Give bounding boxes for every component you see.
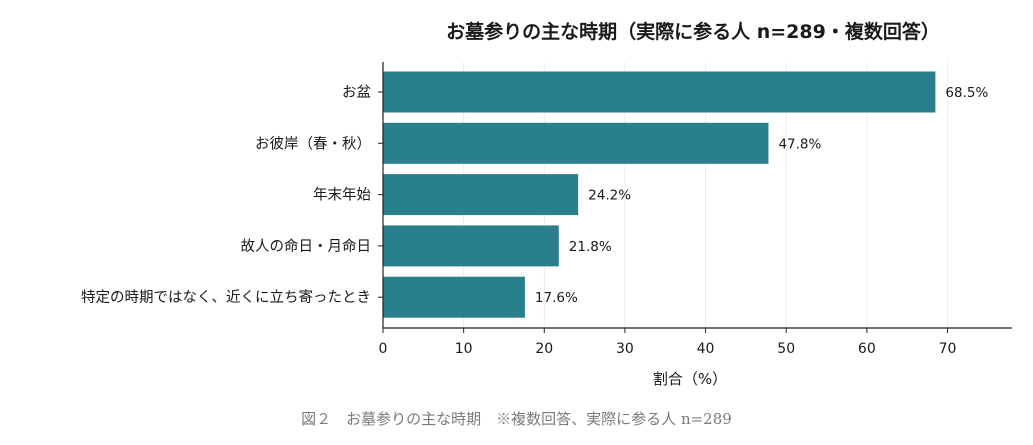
bar-chart: 68.5% 47.8% 24.2% 21.8% 17.6% 0 10 20 30 40 50 60 7… bbox=[81, 20, 1012, 388]
bar bbox=[383, 174, 579, 216]
value-label: 68.5% bbox=[945, 85, 988, 101]
bar bbox=[383, 225, 559, 267]
value-label: 47.8% bbox=[778, 136, 821, 152]
bars: 68.5% 47.8% 24.2% 21.8% 17.6% bbox=[383, 71, 988, 318]
category-label: 年末年始 bbox=[313, 187, 371, 204]
x-tick-label: 50 bbox=[777, 341, 795, 357]
x-tick-label: 70 bbox=[939, 341, 957, 357]
category-label: 故人の命日・月命日 bbox=[241, 237, 372, 255]
x-axis-label: 割合（%） bbox=[653, 370, 727, 388]
x-tick-label: 0 bbox=[379, 341, 388, 357]
category-label: 特定の時期ではなく、近くに立ち寄ったとき bbox=[81, 288, 371, 306]
chart-title: お墓参りの主な時期（実際に参る人 n=289・複数回答） bbox=[446, 20, 940, 43]
bar bbox=[383, 276, 525, 318]
x-tick-label: 60 bbox=[858, 341, 876, 357]
x-tick-label: 10 bbox=[455, 341, 473, 357]
category-label: お彼岸（春・秋） bbox=[255, 135, 371, 152]
value-label: 21.8% bbox=[569, 239, 612, 255]
x-tick-label: 30 bbox=[616, 341, 634, 357]
bar bbox=[383, 71, 936, 113]
category-label: お盆 bbox=[342, 84, 371, 101]
figure-caption: 図２ お墓参りの主な時期 ※複数回答、実際に参る人 n=289 bbox=[301, 410, 732, 428]
value-label: 17.6% bbox=[535, 290, 578, 306]
value-label: 24.2% bbox=[588, 188, 631, 204]
x-tick-label: 40 bbox=[697, 341, 715, 357]
bar bbox=[383, 122, 769, 164]
x-tick-label: 20 bbox=[535, 341, 553, 357]
